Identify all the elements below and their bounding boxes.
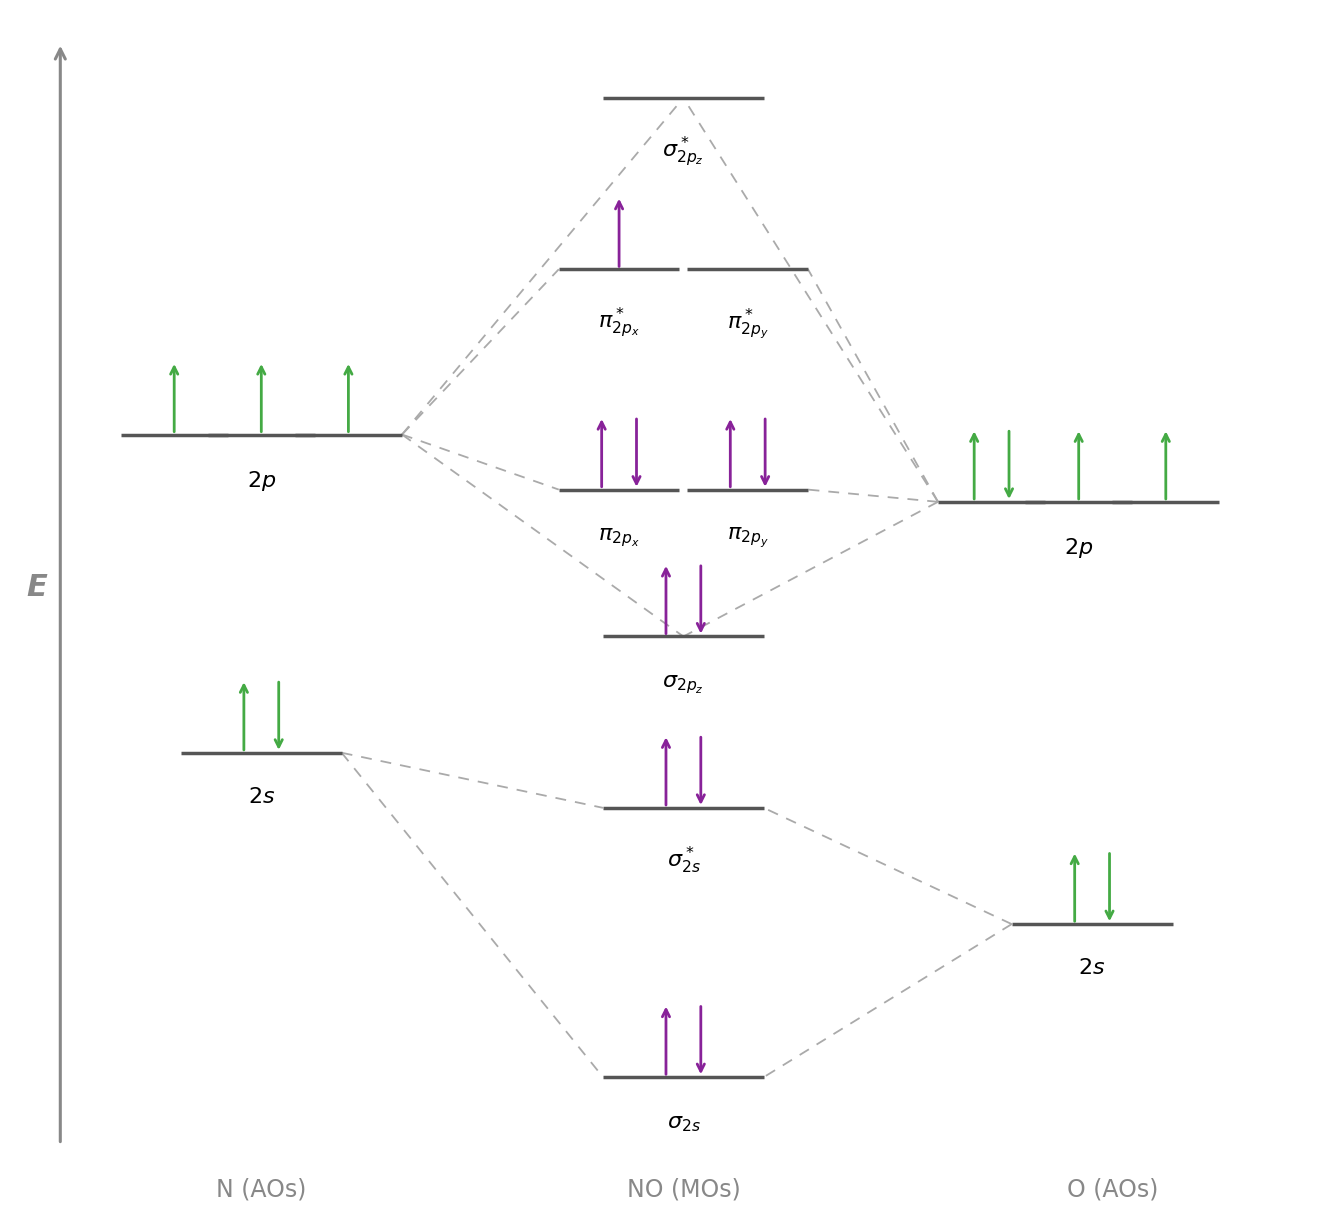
Text: O (AOs): O (AOs) bbox=[1067, 1177, 1158, 1202]
Text: $2s$: $2s$ bbox=[1079, 958, 1106, 978]
Text: $\sigma_{2s}$: $\sigma_{2s}$ bbox=[666, 1114, 701, 1133]
Text: $\pi_{2p_y}$: $\pi_{2p_y}$ bbox=[726, 526, 769, 551]
Text: $2p$: $2p$ bbox=[247, 469, 276, 493]
Text: $\sigma_{2p_z}$: $\sigma_{2p_z}$ bbox=[662, 673, 705, 696]
Text: $2s$: $2s$ bbox=[248, 787, 275, 807]
Text: $\bfit{E}$: $\bfit{E}$ bbox=[27, 573, 48, 602]
Text: $2p$: $2p$ bbox=[1064, 536, 1093, 561]
Text: $\pi_{2p_x}$: $\pi_{2p_x}$ bbox=[598, 526, 641, 550]
Text: $\pi^*_{2p_y}$: $\pi^*_{2p_y}$ bbox=[726, 306, 769, 341]
Text: $\sigma^*_{2s}$: $\sigma^*_{2s}$ bbox=[666, 845, 701, 875]
Text: $\sigma^*_{2p_z}$: $\sigma^*_{2p_z}$ bbox=[662, 135, 705, 169]
Text: N (AOs): N (AOs) bbox=[216, 1177, 307, 1202]
Text: NO (MOs): NO (MOs) bbox=[627, 1177, 740, 1202]
Text: $\pi^*_{2p_x}$: $\pi^*_{2p_x}$ bbox=[598, 306, 641, 340]
